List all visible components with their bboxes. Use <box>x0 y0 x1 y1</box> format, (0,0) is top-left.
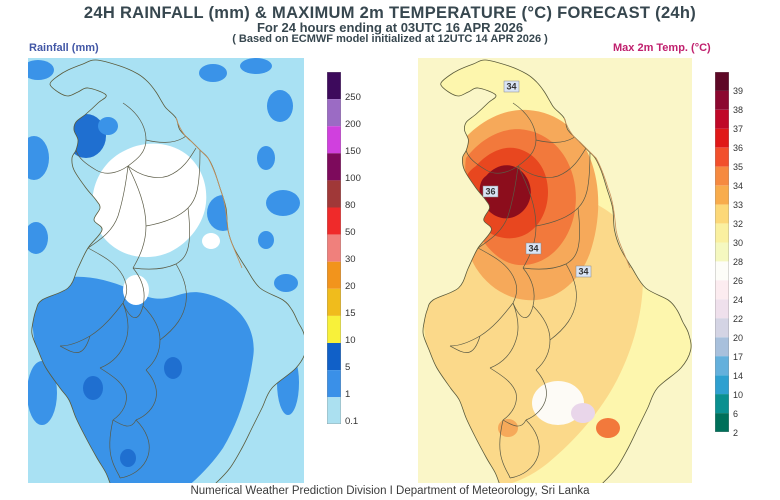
svg-text:34: 34 <box>528 244 538 254</box>
svg-text:34: 34 <box>506 82 516 92</box>
svg-text:34: 34 <box>578 267 588 277</box>
svg-text:36: 36 <box>485 187 495 197</box>
